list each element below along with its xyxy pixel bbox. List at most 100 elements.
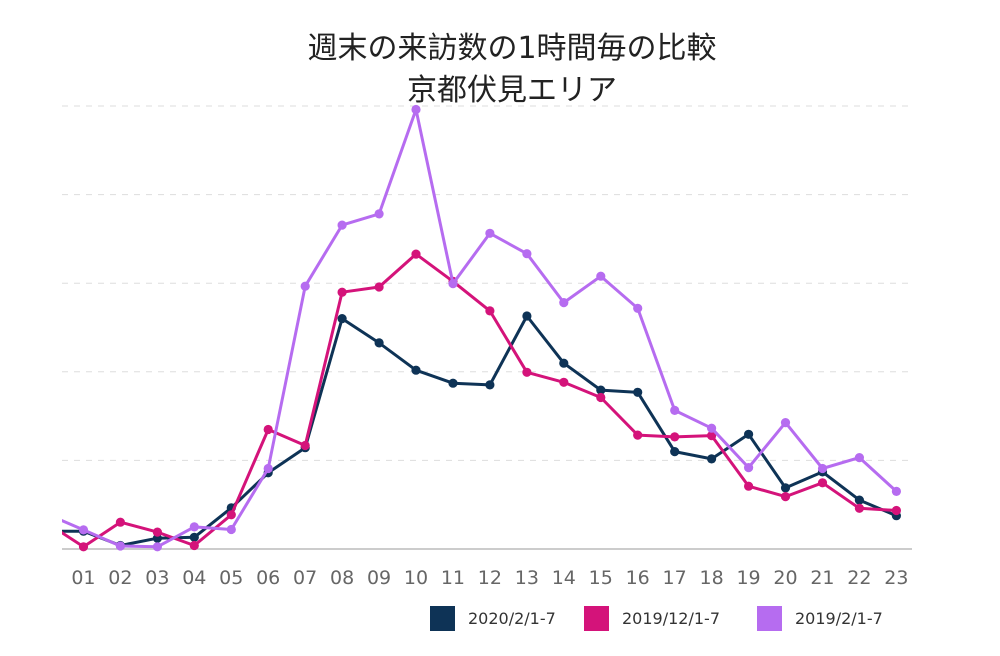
data-point <box>337 314 347 324</box>
data-point <box>633 387 643 397</box>
series-1 <box>42 311 902 551</box>
data-point <box>337 287 347 297</box>
data-point <box>522 311 532 321</box>
data-point <box>522 249 532 259</box>
data-point <box>152 527 162 537</box>
data-point <box>448 378 458 388</box>
x-tick-label: 19 <box>736 567 760 589</box>
data-point <box>411 249 421 259</box>
data-point <box>42 518 51 527</box>
x-tick-label: 23 <box>884 567 908 589</box>
x-tick-label: 14 <box>552 567 576 589</box>
x-tick-label: 12 <box>478 567 502 589</box>
chart-title: 週末の来訪数の1時間毎の比較 <box>307 31 716 66</box>
data-point <box>374 282 384 292</box>
data-point <box>559 377 569 387</box>
legend-swatch <box>757 606 782 631</box>
data-point <box>485 228 495 238</box>
data-point <box>300 440 310 451</box>
series-2 <box>42 249 902 552</box>
series-group <box>42 104 902 552</box>
x-tick-label: 03 <box>145 567 169 589</box>
data-point <box>633 303 643 313</box>
x-tick-label: 17 <box>663 567 687 589</box>
x-tick-label: 21 <box>810 567 834 589</box>
x-axis-ticks: 01 02 03 04 05 06 07 08 09 10 11 12 13 14 15 16 17 18 19 20… <box>71 567 908 589</box>
data-point <box>152 542 162 552</box>
data-point <box>226 510 236 520</box>
x-tick-label: 10 <box>404 567 428 589</box>
data-point <box>817 478 828 488</box>
data-point <box>707 454 717 464</box>
x-tick-label: 22 <box>847 567 871 589</box>
x-tick-label: 20 <box>773 567 797 589</box>
legend-swatch <box>430 606 455 631</box>
data-point <box>707 431 717 441</box>
data-point <box>42 509 51 518</box>
data-point <box>337 220 347 230</box>
data-point <box>780 418 791 428</box>
data-point <box>559 298 569 308</box>
data-point <box>411 104 421 115</box>
legend-label: 2019/12/1-7 <box>622 609 720 628</box>
data-point <box>744 463 754 473</box>
data-point <box>780 483 791 493</box>
data-point <box>522 367 532 377</box>
data-point <box>42 527 51 536</box>
x-tick-label: 11 <box>441 567 465 589</box>
x-tick-label: 07 <box>293 567 317 589</box>
data-point <box>633 430 643 440</box>
legend: 2020/2/1-7 2019/12/1-7 2019/2/1-7 <box>430 606 883 631</box>
x-tick-label: 18 <box>700 567 724 589</box>
data-point <box>854 495 865 505</box>
data-point <box>707 423 717 433</box>
x-tick-label: 09 <box>367 567 391 589</box>
series-line <box>62 108 898 549</box>
x-tick-label: 04 <box>182 567 206 589</box>
data-point <box>189 540 199 551</box>
chart-subtitle: 京都伏見エリア <box>407 73 617 108</box>
data-point <box>485 380 495 390</box>
data-point <box>744 429 754 439</box>
data-point <box>854 453 865 463</box>
x-tick-label: 05 <box>219 567 243 589</box>
x-tick-label: 13 <box>515 567 539 589</box>
data-point <box>670 432 680 442</box>
data-point <box>485 306 495 316</box>
data-point <box>411 365 421 375</box>
data-point <box>596 392 606 403</box>
data-point <box>670 405 680 415</box>
series-line <box>62 252 897 549</box>
legend-swatch <box>584 606 609 631</box>
data-point <box>448 279 458 289</box>
data-point <box>744 481 754 491</box>
chart-title-group: 週末の来訪数の1時間毎の比較 京都伏見エリア <box>307 31 716 108</box>
data-point <box>226 524 236 535</box>
data-point <box>78 525 89 535</box>
data-point <box>596 385 606 395</box>
data-point <box>780 492 791 502</box>
x-tick-label: 15 <box>589 567 613 589</box>
x-tick-label: 06 <box>256 567 280 589</box>
series-3 <box>42 104 902 552</box>
data-point <box>817 463 828 474</box>
data-point <box>891 505 902 516</box>
legend-label: 2019/2/1-7 <box>795 609 883 628</box>
data-point <box>854 503 865 513</box>
x-tick-label: 08 <box>330 567 354 589</box>
series-line <box>62 314 897 547</box>
gridlines <box>62 105 912 461</box>
data-point <box>891 486 902 496</box>
data-point <box>189 522 199 532</box>
x-tick-label: 16 <box>626 567 650 589</box>
data-point <box>115 541 125 551</box>
data-point <box>263 424 273 435</box>
data-point <box>263 463 273 474</box>
legend-label: 2020/2/1-7 <box>468 609 556 628</box>
data-point <box>374 338 384 348</box>
data-point <box>559 358 569 368</box>
data-point <box>300 281 310 291</box>
data-point <box>115 517 125 527</box>
